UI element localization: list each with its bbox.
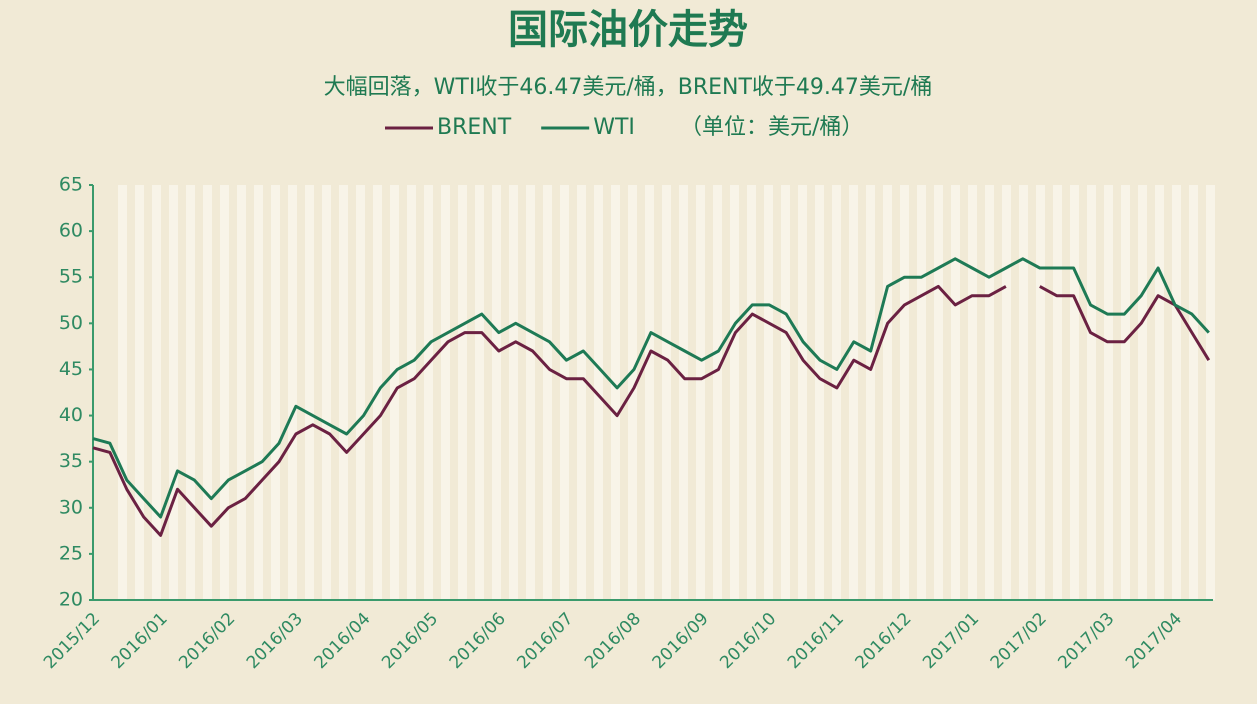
legend: BRENT WTI [385,115,635,140]
stripe [611,185,620,600]
stripe [118,185,127,600]
stripe [135,185,144,600]
y-tick-label: 50 [59,312,83,334]
x-tick-label: 2017/04 [1122,609,1186,673]
x-tick-label: 2016/04 [310,609,374,673]
stripe [1155,185,1164,600]
stripe [662,185,671,600]
stripe [560,185,569,600]
stripe [1036,185,1045,600]
legend-label: WTI [593,115,635,140]
y-tick-label: 35 [59,450,83,472]
x-tick-label: 2016/05 [378,609,442,673]
stripe [1019,185,1028,600]
x-tick-label: 2017/01 [919,609,983,673]
x-tick-label: 2017/02 [987,609,1051,673]
x-tick-label: 2016/10 [716,609,780,673]
y-tick-label: 25 [59,542,83,564]
stripe [458,185,467,600]
series-line [92,257,1210,519]
stripe [305,185,314,600]
series-line [92,284,1211,537]
stripe [781,185,790,600]
stripe [288,185,297,600]
stripe [679,185,688,600]
stripe [441,185,450,600]
stripe [968,185,977,600]
stripe [883,185,892,600]
stripe [764,185,773,600]
y-tick-label: 60 [59,220,83,242]
x-tick-label: 2016/03 [243,609,307,673]
stripe [509,185,518,600]
stripe [186,185,195,600]
x-tick-label: 2016/01 [108,609,172,673]
stripe [424,185,433,600]
y-tick-label: 55 [59,266,83,288]
stripe [1104,185,1113,600]
stripe [849,185,858,600]
stripe [832,185,841,600]
y-tick-label: 40 [59,404,83,426]
stripe [237,185,246,600]
stripe [1087,185,1096,600]
stripe [475,185,484,600]
x-tick-label: 2016/09 [649,609,713,673]
legend-label: BRENT [437,115,512,140]
stripe [271,185,280,600]
stripe [594,185,603,600]
stripe [152,185,161,600]
x-tick-label: 2016/08 [581,609,645,673]
x-tick-label: 2016/11 [784,609,848,673]
stripe [254,185,263,600]
stripe [866,185,875,600]
x-tick-label: 2016/07 [513,609,577,673]
stripe [339,185,348,600]
stripe [356,185,365,600]
y-tick-label: 65 [59,174,83,196]
stripe [815,185,824,600]
stripe [1189,185,1198,600]
stripe [730,185,739,600]
stripe [322,185,331,600]
y-tick-label: 45 [59,358,83,380]
stripe [985,185,994,600]
stripe [577,185,586,600]
stripe [526,185,535,600]
stripe [900,185,909,600]
stripe [1070,185,1079,600]
stripe [951,185,960,600]
stripe [1002,185,1011,600]
x-tick-label: 2016/06 [446,609,510,673]
y-tick-label: 20 [59,589,83,611]
chart-subtitle: 大幅回落，WTI收于46.47美元/桶，BRENT收于49.47美元/桶 [324,75,933,100]
stripe [934,185,943,600]
chart-title: 国际油价走势 [508,7,748,53]
stripe [1172,185,1181,600]
stripe [1138,185,1147,600]
stripe [492,185,501,600]
stripe [169,185,178,600]
stripe [645,185,654,600]
stripe [747,185,756,600]
unit-note: （单位：美元/桶） [680,115,863,140]
stripe [407,185,416,600]
stripe [713,185,722,600]
stripe [696,185,705,600]
stripe [1053,185,1062,600]
stripe [917,185,926,600]
stripe [798,185,807,600]
stripe [1121,185,1130,600]
x-tick-label: 2016/02 [175,609,239,673]
stripe [220,185,229,600]
x-tick-label: 2015/12 [40,609,104,673]
stripe [203,185,212,600]
stripe [543,185,552,600]
y-tick-label: 30 [59,496,83,518]
x-tick-label: 2016/12 [851,609,915,673]
x-tick-label: 2017/03 [1054,609,1118,673]
stripe [1206,185,1215,600]
